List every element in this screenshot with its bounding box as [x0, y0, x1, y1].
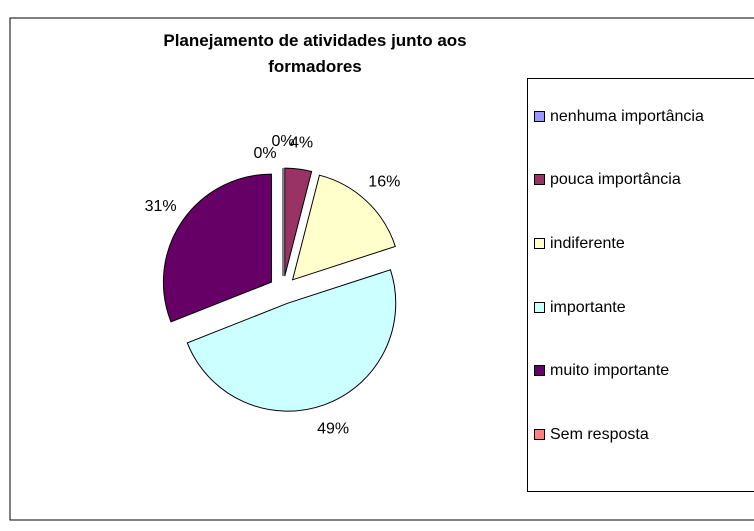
- chart-area: [9, 17, 754, 521]
- data-label: 0%: [271, 133, 294, 150]
- data-label: 4%: [290, 134, 313, 151]
- chart-title: Planejamento de atividades junto aos for…: [163, 31, 467, 76]
- legend-label: importante: [550, 298, 626, 316]
- legend-item: indiferente: [534, 234, 754, 254]
- legend-label: nenhuma importância: [550, 107, 704, 125]
- legend-item: Sem resposta: [534, 425, 754, 445]
- legend-swatch: [534, 301, 545, 313]
- legend: nenhuma importância pouca importância indi…: [527, 78, 754, 492]
- data-label: 0%: [253, 145, 276, 162]
- legend-swatch: [534, 110, 545, 122]
- data-label: 31%: [145, 198, 177, 215]
- legend-item: pouca importância: [534, 170, 754, 190]
- legend-item: importante: [534, 298, 754, 318]
- title-box: Planejamento de atividades junto aos for…: [163, 31, 467, 76]
- legend-item: nenhuma importância: [534, 107, 754, 127]
- pie-slice: [162, 173, 272, 323]
- legend-label: indiferente: [550, 235, 625, 253]
- legend-label: Sem resposta: [550, 426, 649, 444]
- data-label: 49%: [317, 420, 349, 437]
- pie-slice: [284, 167, 313, 277]
- legend-label: pouca importância: [550, 171, 681, 189]
- legend-swatch: [534, 365, 545, 377]
- legend-swatch: [534, 429, 545, 441]
- legend-label: muito importante: [550, 362, 670, 380]
- legend-swatch: [534, 174, 545, 186]
- data-label: 16%: [368, 173, 400, 190]
- pie-slice: [186, 269, 397, 412]
- legend-swatch: [534, 238, 545, 250]
- pie-slice: [291, 174, 396, 281]
- legend-item: muito importante: [534, 361, 754, 381]
